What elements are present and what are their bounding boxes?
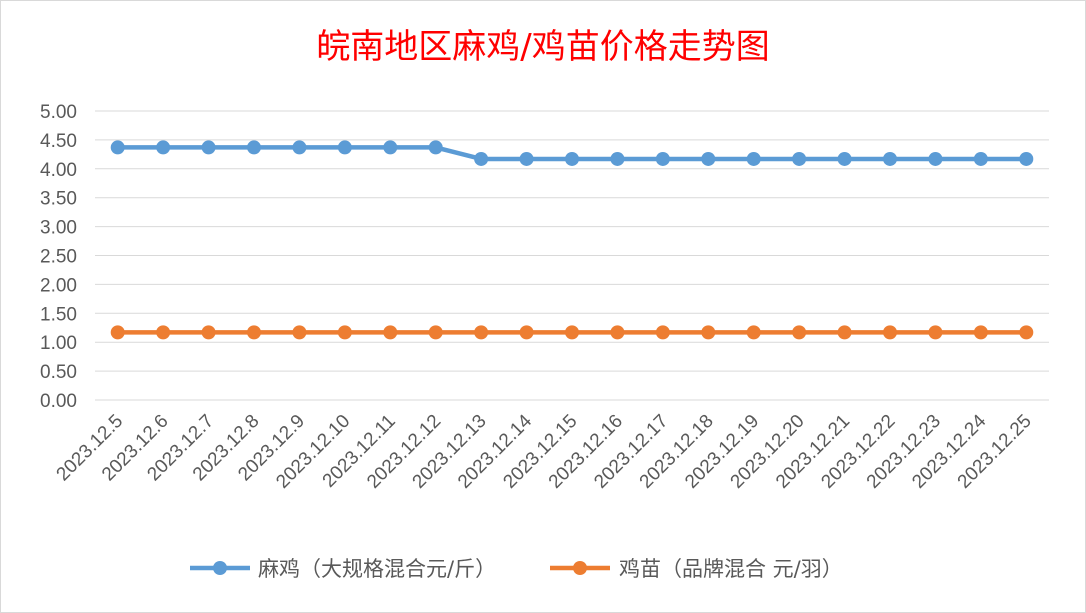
data-point bbox=[565, 325, 579, 340]
data-point bbox=[474, 151, 489, 166]
data-point bbox=[837, 325, 852, 340]
y-tick-label: 3.00 bbox=[40, 218, 77, 239]
data-point bbox=[519, 151, 534, 166]
y-tick-label: 1.00 bbox=[40, 333, 77, 354]
data-point bbox=[746, 325, 761, 340]
data-point bbox=[519, 325, 534, 340]
data-point bbox=[428, 140, 443, 155]
data-point bbox=[247, 325, 261, 340]
data-point bbox=[156, 325, 171, 340]
data-point bbox=[655, 151, 670, 166]
data-point bbox=[883, 325, 897, 340]
y-axis-tick-labels: 0.00 0.50 1.00 1.50 2.00 2.50 3.00 3.50 4.00 4.50… bbox=[40, 102, 77, 412]
data-point bbox=[247, 140, 261, 155]
legend-marker-2 bbox=[573, 561, 587, 575]
data-point bbox=[928, 325, 943, 340]
data-point bbox=[428, 325, 443, 340]
data-point bbox=[837, 151, 852, 166]
data-point bbox=[1019, 151, 1034, 166]
data-point bbox=[792, 325, 807, 340]
y-tick-label: 2.50 bbox=[40, 247, 77, 268]
y-tick-label: 0.50 bbox=[40, 362, 77, 383]
chart-title: 皖南地区麻鸡/鸡苗价格走势图 bbox=[316, 27, 769, 67]
legend-marker-1 bbox=[213, 561, 227, 575]
data-point bbox=[337, 325, 352, 340]
data-point bbox=[610, 325, 625, 340]
y-tick-label: 5.00 bbox=[40, 102, 77, 123]
y-tick-label: 2.00 bbox=[40, 275, 77, 296]
series-group bbox=[110, 140, 1034, 340]
data-point bbox=[701, 325, 716, 340]
y-tick-label: 4.50 bbox=[40, 131, 77, 152]
data-point bbox=[110, 325, 125, 340]
data-point bbox=[973, 325, 988, 340]
data-point bbox=[883, 151, 897, 166]
legend-label-1: 麻鸡（大规格混合元/斤） bbox=[258, 557, 496, 581]
data-point bbox=[792, 151, 807, 166]
data-point bbox=[292, 325, 307, 340]
data-point bbox=[201, 325, 216, 340]
data-point bbox=[746, 151, 761, 166]
data-point bbox=[383, 325, 398, 340]
data-point bbox=[337, 140, 352, 155]
y-tick-label: 0.00 bbox=[40, 391, 77, 412]
y-tick-label: 1.50 bbox=[40, 304, 77, 325]
data-point bbox=[474, 325, 489, 340]
data-point bbox=[655, 325, 670, 340]
y-tick-label: 3.50 bbox=[40, 189, 77, 210]
data-point bbox=[292, 140, 307, 155]
data-point bbox=[1019, 325, 1034, 340]
legend: 麻鸡（大规格混合元/斤） 鸡苗（品牌混合 元/羽） bbox=[190, 557, 843, 581]
data-point bbox=[928, 151, 943, 166]
data-point bbox=[201, 140, 216, 155]
data-point bbox=[156, 140, 171, 155]
data-point bbox=[110, 140, 125, 155]
data-point bbox=[383, 140, 398, 155]
legend-label-2: 鸡苗（品牌混合 元/羽） bbox=[619, 557, 843, 581]
x-axis-tick-labels: 2023.12.52023.12.62023.12.72023.12.82023… bbox=[53, 410, 1036, 492]
data-point bbox=[973, 151, 988, 166]
gridlines bbox=[95, 110, 1049, 401]
data-point bbox=[565, 151, 579, 166]
data-point bbox=[610, 151, 625, 166]
y-tick-label: 4.00 bbox=[40, 160, 77, 181]
data-point bbox=[701, 151, 716, 166]
